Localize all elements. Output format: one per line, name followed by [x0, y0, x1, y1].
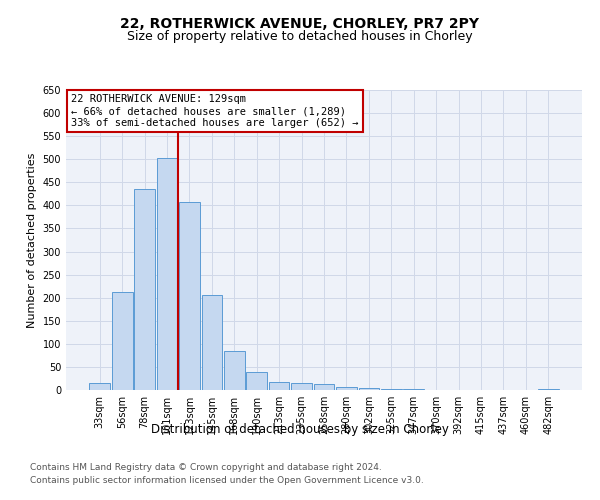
- Bar: [89, 383, 110, 390]
- Bar: [359, 388, 379, 390]
- Bar: [202, 296, 222, 390]
- Bar: [224, 351, 245, 390]
- Bar: [247, 372, 267, 390]
- Text: 22 ROTHERWICK AVENUE: 129sqm
← 66% of detached houses are smaller (1,289)
33% of: 22 ROTHERWICK AVENUE: 129sqm ← 66% of de…: [71, 94, 359, 128]
- Bar: [157, 158, 178, 390]
- Bar: [314, 384, 334, 390]
- Bar: [179, 202, 200, 390]
- Bar: [336, 387, 357, 390]
- Bar: [134, 189, 155, 390]
- Text: Distribution of detached houses by size in Chorley: Distribution of detached houses by size …: [151, 422, 449, 436]
- Bar: [112, 292, 133, 390]
- Text: 22, ROTHERWICK AVENUE, CHORLEY, PR7 2PY: 22, ROTHERWICK AVENUE, CHORLEY, PR7 2PY: [121, 18, 479, 32]
- Bar: [538, 388, 559, 390]
- Bar: [291, 383, 312, 390]
- Bar: [269, 382, 289, 390]
- Text: Contains public sector information licensed under the Open Government Licence v3: Contains public sector information licen…: [30, 476, 424, 485]
- Text: Size of property relative to detached houses in Chorley: Size of property relative to detached ho…: [127, 30, 473, 43]
- Y-axis label: Number of detached properties: Number of detached properties: [27, 152, 37, 328]
- Text: Contains HM Land Registry data © Crown copyright and database right 2024.: Contains HM Land Registry data © Crown c…: [30, 462, 382, 471]
- Bar: [403, 389, 424, 390]
- Bar: [381, 388, 401, 390]
